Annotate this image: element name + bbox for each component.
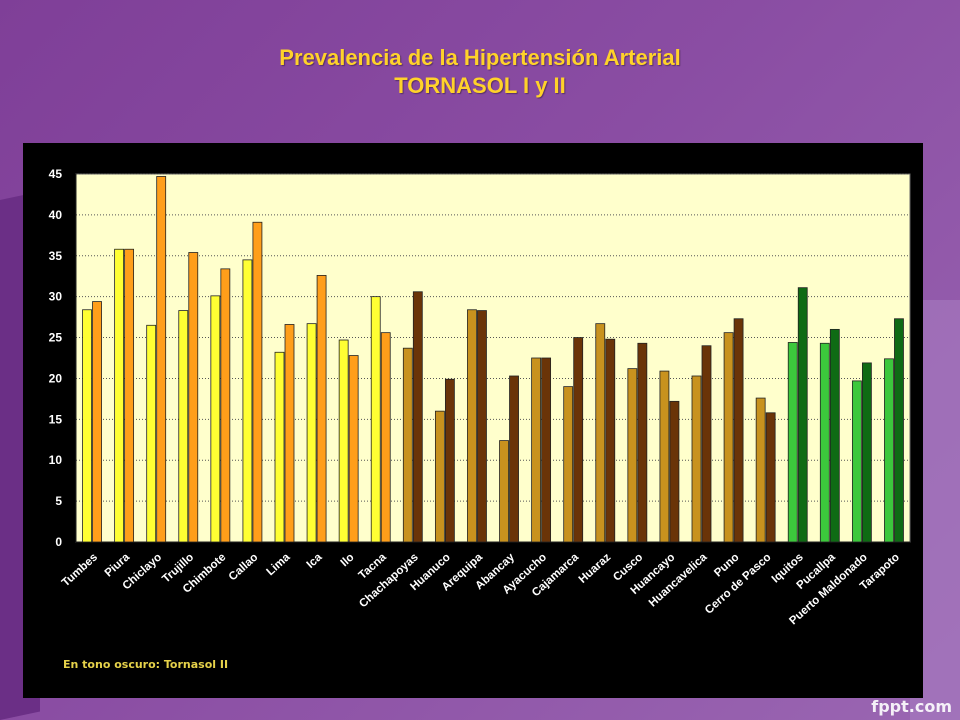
bar-tornasol-2 bbox=[477, 310, 487, 543]
bar-tornasol-2 bbox=[348, 355, 359, 543]
bar-tornasol-1 bbox=[306, 323, 317, 543]
chart-panel: 0 5 10 15 20 25 30 35 40 45 Tumbes Piura Chiclayo Tru… bbox=[23, 143, 923, 698]
bar-tornasol-1 bbox=[434, 410, 445, 543]
slide-title: Prevalencia de la Hipertensión Arterial … bbox=[0, 44, 960, 100]
y-tick-label: 15 bbox=[49, 412, 63, 426]
title-line-1: Prevalencia de la Hipertensión Arterial bbox=[279, 45, 681, 70]
y-tick-label: 20 bbox=[49, 371, 63, 385]
bar-tornasol-1 bbox=[884, 358, 894, 543]
bar-tornasol-1 bbox=[402, 347, 413, 543]
bar-tornasol-2 bbox=[509, 375, 519, 543]
bar-tornasol-1 bbox=[274, 351, 285, 543]
x-tick-label: Lima bbox=[265, 551, 293, 578]
bar-tornasol-2 bbox=[894, 318, 904, 543]
bar-tornasol-2 bbox=[380, 332, 391, 543]
bar-tornasol-1 bbox=[787, 342, 798, 543]
bar-tornasol-1 bbox=[595, 323, 606, 543]
bar-tornasol-1 bbox=[82, 309, 92, 543]
title-line-2: TORNASOL I y II bbox=[394, 73, 566, 98]
y-tick-label: 25 bbox=[49, 331, 63, 345]
y-tick-label: 0 bbox=[55, 535, 62, 549]
bar-tornasol-2 bbox=[605, 338, 616, 543]
bar-tornasol-2 bbox=[412, 291, 423, 543]
bar-tornasol-2 bbox=[765, 412, 776, 543]
x-tick-label: Huancavelica bbox=[647, 551, 710, 610]
bar-tornasol-2 bbox=[156, 176, 167, 543]
y-tick-label: 40 bbox=[49, 208, 63, 222]
bar-tornasol-2 bbox=[252, 221, 263, 543]
plot-area bbox=[75, 173, 911, 543]
y-tick-label: 10 bbox=[49, 453, 63, 467]
bar-tornasol-2 bbox=[573, 337, 584, 543]
x-tick-label: Huaraz bbox=[577, 551, 614, 586]
bar-tornasol-2 bbox=[637, 342, 648, 543]
bar-tornasol-2 bbox=[284, 324, 295, 543]
x-tick-label: Piura bbox=[103, 551, 133, 580]
legend-note: En tono oscuro: Tornasol II bbox=[63, 658, 229, 671]
bar-tornasol-1 bbox=[114, 248, 125, 543]
bar-tornasol-1 bbox=[178, 310, 189, 543]
bar-tornasol-2 bbox=[188, 252, 199, 543]
bar-tornasol-1 bbox=[851, 380, 862, 543]
y-tick-label: 5 bbox=[55, 494, 62, 508]
bar-tornasol-1 bbox=[338, 339, 349, 543]
bar-tornasol-1 bbox=[723, 332, 734, 543]
bar-tornasol-1 bbox=[819, 342, 830, 543]
bar-tornasol-2 bbox=[829, 328, 840, 543]
bar-tornasol-1 bbox=[467, 309, 477, 543]
x-tick-label: Tumbes bbox=[60, 551, 100, 589]
bar-tornasol-1 bbox=[755, 397, 766, 543]
y-tick-label: 45 bbox=[49, 167, 63, 181]
bar-tornasol-1 bbox=[659, 370, 670, 543]
bar-tornasol-2 bbox=[669, 400, 680, 543]
bar-tornasol-1 bbox=[627, 368, 638, 543]
bar-tornasol-2 bbox=[124, 248, 135, 543]
bar-tornasol-2 bbox=[316, 275, 327, 543]
bar-tornasol-2 bbox=[444, 378, 455, 543]
bar-tornasol-2 bbox=[701, 345, 712, 543]
y-tick-label: 30 bbox=[49, 290, 63, 304]
bar-tornasol-2 bbox=[541, 357, 552, 543]
brand-logo: fppt.com bbox=[871, 697, 952, 716]
x-tick-label: Ilo bbox=[339, 551, 357, 569]
bar-tornasol-1 bbox=[370, 296, 381, 543]
bar-tornasol-1 bbox=[242, 259, 253, 543]
bar-tornasol-2 bbox=[797, 287, 808, 543]
bar-tornasol-2 bbox=[733, 318, 744, 543]
bar-tornasol-2 bbox=[92, 301, 102, 543]
bar-tornasol-1 bbox=[210, 295, 221, 543]
bar-tornasol-1 bbox=[691, 375, 702, 543]
bar-tornasol-1 bbox=[563, 386, 574, 543]
bar-tornasol-1 bbox=[499, 440, 509, 543]
bar-tornasol-1 bbox=[146, 324, 157, 543]
bar-tornasol-1 bbox=[531, 357, 542, 543]
x-tick-label: Puno bbox=[712, 551, 741, 579]
bar-tornasol-2 bbox=[861, 362, 872, 543]
bar-tornasol-2 bbox=[220, 268, 231, 543]
y-tick-label: 35 bbox=[49, 249, 63, 263]
x-tick-label: Callao bbox=[227, 551, 261, 583]
x-tick-label: Ica bbox=[305, 551, 325, 571]
